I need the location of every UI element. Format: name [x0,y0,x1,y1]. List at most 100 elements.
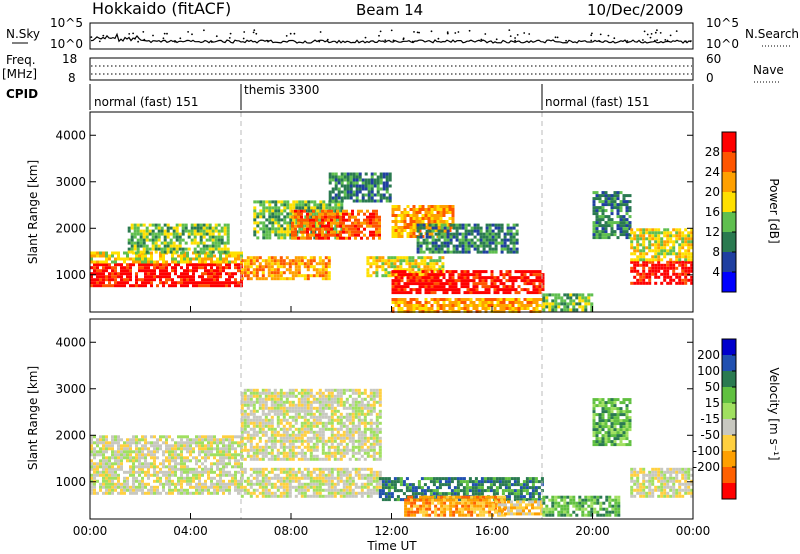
heatmap-cell [303,274,307,278]
heatmap-cell [630,243,634,247]
heatmap-cell [220,229,224,233]
heatmap-cell [391,235,395,238]
heatmap-cell [460,298,464,301]
heatmap-cell [417,268,421,272]
heatmap-cell [321,424,325,428]
heatmap-cell [381,274,385,278]
heatmap-cell [436,304,440,307]
heatmap-cell [414,265,418,269]
heatmap-cell [645,231,649,235]
heatmap-cell [441,265,445,269]
heatmap-cell [261,454,265,458]
heatmap-cell [105,462,108,466]
heatmap-cell [145,226,149,230]
heatmap-cell [610,200,614,204]
heatmap-cell [354,391,358,395]
heatmap-cell [196,229,200,233]
heatmap-cell [630,269,634,273]
heatmap-cell [385,172,389,176]
heatmap-cell [448,229,452,232]
heatmap-cell [93,263,96,267]
heatmap-cell [180,441,183,445]
heatmap-cell [360,400,364,404]
heatmap-cell [370,187,374,191]
heatmap-cell [216,485,219,489]
heatmap-cell [315,439,319,443]
heatmap-cell [538,273,542,277]
heatmap-cell [541,288,545,292]
heatmap-cell [427,288,431,292]
heatmap-cell [280,200,284,204]
heatmap-cell [234,450,237,454]
nsearch-dot [659,32,662,34]
heatmap-cell [345,218,348,222]
heatmap-cell [282,262,286,266]
heatmap-cell [96,491,99,495]
nsearch-dot [413,31,415,33]
heatmap-cell [90,491,93,495]
heatmap-cell [174,462,177,466]
heatmap-cell [628,221,632,225]
heatmap-cell [181,226,185,230]
heatmap-cell [259,200,263,204]
heatmap-cell [354,388,358,392]
heatmap-cell [470,238,474,242]
heatmap-cell [294,439,298,443]
heatmap-cell [169,241,173,245]
heatmap-cell [294,209,297,213]
heatmap-cell [475,282,479,286]
heatmap-cell [130,250,134,254]
nsearch-dot [191,33,193,36]
heatmap-cell [153,488,156,492]
heatmap-cell [481,304,485,307]
heatmap-cell [168,450,171,454]
heatmap-cell [273,433,277,437]
heatmap-cell [687,249,691,253]
heatmap-cell [90,260,93,264]
heatmap-cell [276,274,280,278]
heatmap-cell [499,279,503,283]
heatmap-cell [482,232,486,236]
heatmap-cell [226,226,230,230]
heatmap-cell [294,421,298,425]
heatmap-cell [114,482,117,486]
heatmap-cell [351,209,354,213]
heatmap-cell [99,284,102,288]
heatmap-cell [488,247,492,251]
heatmap-cell [279,262,283,266]
heatmap-cell [433,279,437,283]
heatmap-cell [675,272,679,276]
heatmap-cell [297,409,301,413]
heatmap-cell [473,244,477,248]
heatmap-cell [306,448,310,452]
heatmap-cell [476,226,480,230]
heatmap-cell [237,462,240,466]
heatmap-cell [150,275,153,279]
heatmap-cell [551,302,555,306]
heatmap-cell [262,236,266,240]
heatmap-cell [111,441,114,445]
heatmap-cell [328,206,332,210]
heatmap-cell [300,394,304,398]
heatmap-cell [379,181,383,185]
heatmap-cell [517,298,521,301]
heatmap-cell [496,276,500,280]
heatmap-cell [291,415,295,419]
heatmap-cell [210,281,213,285]
heatmap-cell [210,485,213,489]
heatmap-cell [351,409,355,413]
heatmap-cell [472,276,476,280]
heatmap-cell [397,229,401,232]
heatmap-cell [502,288,506,292]
heatmap-cell [210,479,213,483]
heatmap-cell [345,224,348,228]
heatmap-cell [423,265,427,269]
heatmap-cell [412,208,416,211]
heatmap-cell [529,273,533,277]
heatmap-cell [509,250,513,254]
heatmap-cell [493,282,497,286]
heatmap-cell [306,412,310,416]
heatmap-cell [135,251,138,255]
heatmap-cell [243,415,247,419]
heatmap-cell [291,430,295,434]
